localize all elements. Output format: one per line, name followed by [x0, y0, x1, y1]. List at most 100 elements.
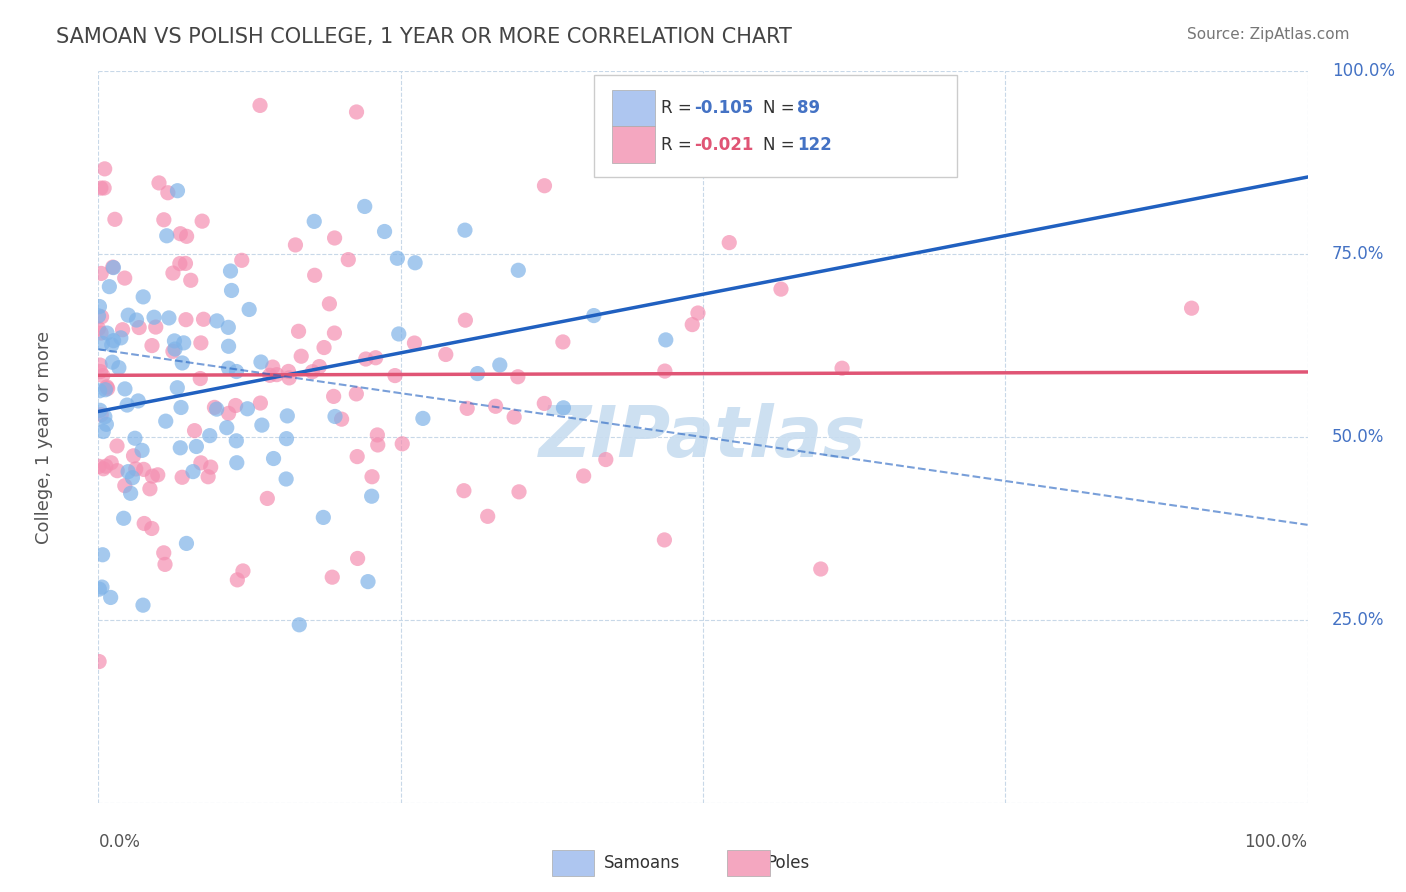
Point	[200, 460, 222, 475]
Point	[94, 383, 117, 397]
Point	[205, 402, 228, 417]
Point	[169, 441, 191, 455]
Point	[121, 471, 143, 485]
Point	[388, 326, 411, 341]
Point	[94, 409, 117, 424]
Point	[346, 105, 368, 120]
Point	[654, 364, 676, 378]
Point	[90, 310, 112, 324]
Point	[488, 358, 510, 372]
Point	[163, 334, 186, 348]
Point	[145, 320, 167, 334]
Point	[553, 401, 575, 415]
Point	[218, 361, 240, 376]
Point	[191, 214, 214, 228]
Point	[198, 428, 221, 442]
Point	[103, 334, 125, 348]
Point	[93, 161, 115, 176]
Point	[412, 411, 434, 425]
Point	[250, 355, 273, 369]
Point	[90, 181, 112, 195]
Point	[94, 459, 117, 474]
Point	[262, 360, 284, 375]
Point	[238, 302, 260, 317]
Point	[263, 451, 285, 466]
Point	[330, 412, 353, 426]
Point	[176, 536, 198, 550]
Text: 50.0%: 50.0%	[1331, 428, 1384, 446]
Point	[139, 482, 162, 496]
Point	[533, 396, 555, 410]
Point	[600, 134, 623, 148]
Point	[153, 558, 176, 572]
Point	[477, 509, 499, 524]
Point	[134, 516, 156, 531]
Point	[337, 252, 360, 267]
Point	[105, 464, 128, 478]
Point	[323, 409, 346, 424]
Point	[321, 570, 343, 584]
Point	[354, 352, 377, 367]
Point	[287, 324, 309, 338]
Point	[153, 212, 176, 227]
Point	[155, 414, 177, 428]
Point	[387, 252, 409, 266]
Point	[276, 472, 298, 486]
Point	[181, 465, 204, 479]
Point	[93, 462, 115, 476]
Point	[256, 491, 278, 506]
Point	[108, 360, 131, 375]
Point	[173, 335, 195, 350]
Point	[98, 279, 121, 293]
Point	[96, 417, 118, 432]
Point	[218, 406, 240, 420]
Point	[176, 229, 198, 244]
Point	[484, 399, 506, 413]
Point	[141, 521, 163, 535]
Point	[124, 431, 146, 445]
Point	[162, 266, 184, 280]
Point	[595, 452, 617, 467]
Point	[156, 228, 179, 243]
Point	[141, 338, 163, 352]
Point	[290, 349, 312, 363]
Point	[90, 326, 112, 340]
Point	[454, 223, 477, 237]
Point	[1180, 301, 1202, 316]
Point	[89, 365, 111, 379]
Text: -0.105: -0.105	[695, 99, 754, 117]
Point	[225, 456, 247, 470]
Point	[166, 381, 188, 395]
Point	[128, 320, 150, 334]
Point	[503, 410, 526, 425]
Point	[236, 401, 259, 416]
Point	[162, 344, 184, 359]
Point	[404, 336, 426, 351]
FancyBboxPatch shape	[613, 90, 655, 127]
Point	[89, 582, 111, 596]
Point	[259, 368, 281, 383]
Text: Source: ZipAtlas.com: Source: ZipAtlas.com	[1187, 27, 1350, 42]
Point	[90, 408, 112, 422]
Point	[453, 483, 475, 498]
Point	[302, 214, 325, 228]
Point	[284, 238, 307, 252]
Point	[318, 297, 340, 311]
Point	[174, 256, 197, 270]
Point	[366, 428, 388, 442]
Point	[157, 310, 180, 325]
Point	[278, 371, 301, 385]
Point	[508, 484, 530, 499]
Point	[114, 382, 136, 396]
Point	[361, 469, 384, 483]
Point	[180, 273, 202, 287]
Point	[131, 443, 153, 458]
Point	[172, 470, 194, 484]
Point	[163, 342, 186, 356]
Point	[384, 368, 406, 383]
Point	[174, 312, 197, 326]
Point	[718, 235, 741, 250]
Point	[219, 264, 242, 278]
Point	[104, 212, 127, 227]
Point	[308, 359, 330, 374]
